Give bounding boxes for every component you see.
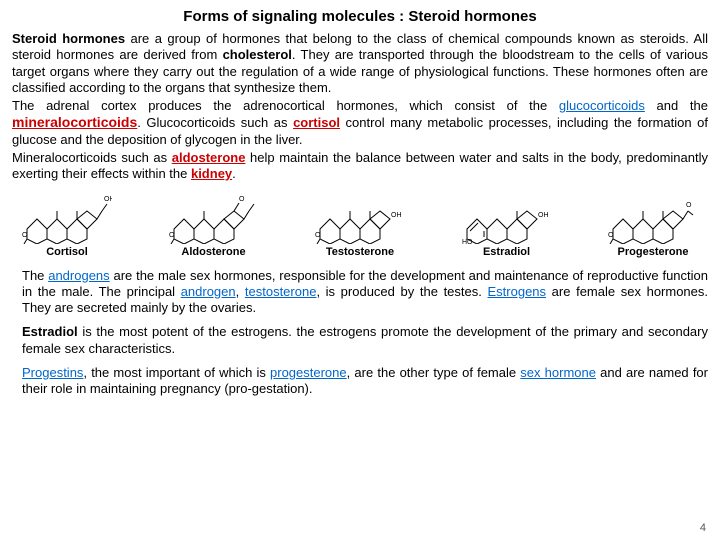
- estradiol-structure-icon: HO OH: [462, 189, 552, 244]
- lead-term: Steroid hormones: [12, 31, 125, 46]
- svg-text:O: O: [169, 232, 175, 239]
- estradiol-term: Estradiol: [22, 324, 78, 339]
- paragraph-5: Estradiol is the most potent of the estr…: [12, 324, 708, 357]
- svg-text:O: O: [608, 232, 614, 239]
- text: , are the other type of female: [347, 365, 521, 380]
- progestins-link[interactable]: Progestins: [22, 365, 83, 380]
- text: ,: [236, 284, 245, 299]
- testosterone-structure-icon: O OH: [315, 189, 405, 244]
- text: .: [232, 166, 236, 181]
- svg-text:O: O: [315, 232, 321, 239]
- aldosterone-link[interactable]: aldosterone: [172, 150, 246, 165]
- text: and the: [645, 98, 708, 113]
- molecule-estradiol: HO OH Estradiol: [462, 189, 552, 258]
- molecule-label: Testosterone: [326, 246, 394, 258]
- paragraph-6: Progestins, the most important of which …: [12, 365, 708, 398]
- svg-text:O: O: [239, 196, 245, 203]
- molecule-testosterone: O OH Testosterone: [315, 189, 405, 258]
- text: . Glucocorticoids such as: [137, 115, 293, 130]
- page-title: Forms of signaling molecules : Steroid h…: [12, 8, 708, 25]
- molecule-label: Estradiol: [483, 246, 530, 258]
- cortisol-link[interactable]: cortisol: [293, 115, 340, 130]
- text: The adrenal cortex produces the adrenoco…: [12, 98, 559, 113]
- svg-text:OH: OH: [104, 196, 112, 203]
- page-number: 4: [700, 522, 706, 534]
- testosterone-link[interactable]: testosterone: [245, 284, 317, 299]
- glucocorticoids-link[interactable]: glucocorticoids: [559, 98, 645, 113]
- svg-text:O: O: [22, 232, 28, 239]
- paragraph-3: Mineralocorticoids such as aldosterone h…: [12, 150, 708, 183]
- androgens-link[interactable]: androgens: [48, 268, 109, 283]
- paragraph-1: Steroid hormones are a group of hormones…: [12, 31, 708, 96]
- paragraph-2: The adrenal cortex produces the adrenoco…: [12, 98, 708, 148]
- slide-page: Forms of signaling molecules : Steroid h…: [0, 0, 720, 407]
- text: The: [22, 268, 48, 283]
- kidney-link[interactable]: kidney: [191, 166, 232, 181]
- sex-hormone-link[interactable]: sex hormone: [520, 365, 596, 380]
- progesterone-structure-icon: O O: [608, 189, 698, 244]
- progesterone-link[interactable]: progesterone: [270, 365, 347, 380]
- molecule-figures: O OH Cortisol O O: [12, 189, 708, 258]
- cortisol-structure-icon: O OH: [22, 189, 112, 244]
- svg-text:HO: HO: [462, 239, 473, 244]
- molecule-cortisol: O OH Cortisol: [22, 189, 112, 258]
- cholesterol-term: cholesterol: [223, 47, 292, 62]
- paragraph-4: The androgens are the male sex hormones,…: [12, 268, 708, 317]
- text: is the most potent of the estrogens. the…: [22, 324, 708, 355]
- molecule-progesterone: O O Progesterone: [608, 189, 698, 258]
- text: , the most important of which is: [83, 365, 270, 380]
- estrogens-link[interactable]: Estrogens: [488, 284, 547, 299]
- molecule-label: Cortisol: [46, 246, 88, 258]
- text: Mineralocorticoids such as: [12, 150, 172, 165]
- molecule-label: Aldosterone: [181, 246, 245, 258]
- svg-text:OH: OH: [391, 212, 402, 219]
- androgen-link[interactable]: androgen: [181, 284, 236, 299]
- aldosterone-structure-icon: O O: [169, 189, 259, 244]
- molecule-aldosterone: O O Aldosterone: [169, 189, 259, 258]
- svg-text:O: O: [686, 202, 692, 209]
- text: , is produced by the testes.: [316, 284, 487, 299]
- mineralocorticoids-link[interactable]: mineralocorticoids: [12, 114, 137, 130]
- svg-text:OH: OH: [538, 212, 549, 219]
- molecule-label: Progesterone: [618, 246, 689, 258]
